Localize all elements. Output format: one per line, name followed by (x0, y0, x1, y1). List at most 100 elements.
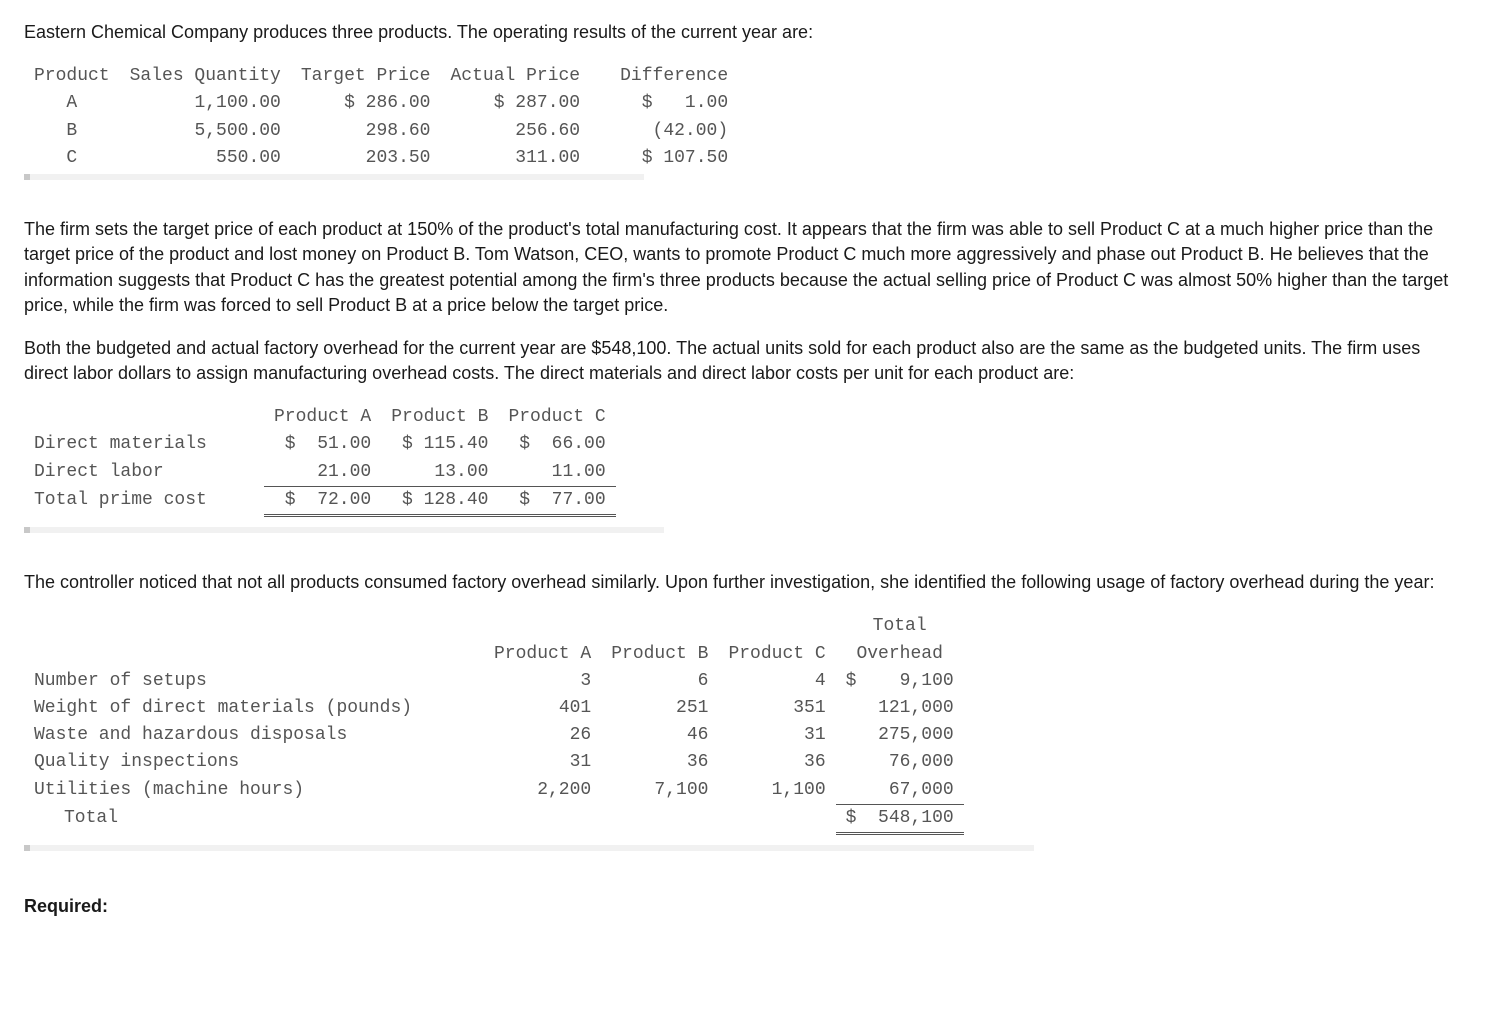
col-header (484, 613, 601, 640)
table-row: Product A Product B Product C Overhead (24, 641, 964, 668)
cell: 7,100 (601, 777, 718, 805)
cell: $ 77.00 (498, 486, 615, 515)
cell: 13.00 (381, 459, 498, 487)
cell: $ 66.00 (498, 431, 615, 458)
col-header (24, 613, 484, 640)
col-header: Difference (590, 63, 738, 90)
paragraph-overhead: Both the budgeted and actual factory ove… (24, 336, 1462, 386)
col-header: Product B (601, 641, 718, 668)
table-row: Direct labor 21.00 13.00 11.00 (24, 459, 616, 487)
cell: $ 51.00 (264, 431, 381, 458)
cell: $ 72.00 (264, 486, 381, 515)
cell (718, 804, 835, 833)
table-row: C 550.00 203.50 311.00 $ 107.50 (24, 145, 738, 172)
cell: 31 (718, 722, 835, 749)
table-operating-results: Product Sales Quantity Target Price Actu… (24, 63, 644, 180)
col-header (601, 613, 718, 640)
cell: 401 (484, 695, 601, 722)
horizontal-scrollbar[interactable] (24, 845, 1034, 851)
cell: 298.60 (291, 118, 441, 145)
col-header: Product B (381, 404, 498, 431)
table-row: Total (24, 613, 964, 640)
table-row: Number of setups 3 6 4 $ 9,100 (24, 668, 964, 695)
horizontal-scrollbar[interactable] (24, 174, 644, 180)
horizontal-scrollbar[interactable] (24, 527, 664, 533)
cell: 2,200 (484, 777, 601, 805)
cell: Total (24, 804, 484, 833)
cell: $ 9,100 (836, 668, 964, 695)
cell: $ 1.00 (590, 90, 738, 117)
col-header: Overhead (836, 641, 964, 668)
paragraph-pricing: The firm sets the target price of each p… (24, 217, 1462, 318)
cell: 203.50 (291, 145, 441, 172)
cell: Waste and hazardous disposals (24, 722, 484, 749)
cell: Weight of direct materials (pounds) (24, 695, 484, 722)
col-header: Product A (484, 641, 601, 668)
cell: 31 (484, 749, 601, 776)
cell: 67,000 (836, 777, 964, 805)
col-header: Sales Quantity (120, 63, 291, 90)
cell: 26 (484, 722, 601, 749)
cell: 36 (718, 749, 835, 776)
table-row-total: Total prime cost $ 72.00 $ 128.40 $ 77.0… (24, 486, 616, 515)
col-header (718, 613, 835, 640)
cell: 6 (601, 668, 718, 695)
table-row: Utilities (machine hours) 2,200 7,100 1,… (24, 777, 964, 805)
cell: 4 (718, 668, 835, 695)
table-overhead-usage: Total Product A Product B Product C Over… (24, 613, 1034, 851)
table-row: B 5,500.00 298.60 256.60 (42.00) (24, 118, 738, 145)
table-row: Product A Product B Product C (24, 404, 616, 431)
col-header: Product (24, 63, 120, 90)
cell (484, 804, 601, 833)
cell: Direct materials (24, 431, 264, 458)
cell: $ 107.50 (590, 145, 738, 172)
intro-paragraph: Eastern Chemical Company produces three … (24, 20, 1462, 45)
cell: 311.00 (440, 145, 590, 172)
cell: Direct labor (24, 459, 264, 487)
required-heading: Required: (24, 894, 1462, 919)
col-header (24, 641, 484, 668)
col-header: Target Price (291, 63, 441, 90)
cell: (42.00) (590, 118, 738, 145)
col-header: Product A (264, 404, 381, 431)
cell: 550.00 (120, 145, 291, 172)
cell: 21.00 (264, 459, 381, 487)
cell: 11.00 (498, 459, 615, 487)
cell: 1,100 (718, 777, 835, 805)
col-header: Product C (498, 404, 615, 431)
cell: 351 (718, 695, 835, 722)
table-row: Quality inspections 31 36 36 76,000 (24, 749, 964, 776)
col-header: Actual Price (440, 63, 590, 90)
cell: 1,100.00 (120, 90, 291, 117)
paragraph-controller: The controller noticed that not all prod… (24, 570, 1462, 595)
table-row: Direct materials $ 51.00 $ 115.40 $ 66.0… (24, 431, 616, 458)
table-row: Waste and hazardous disposals 26 46 31 2… (24, 722, 964, 749)
cell: $ 548,100 (836, 804, 964, 833)
cell: $ 115.40 (381, 431, 498, 458)
cell: $ 286.00 (291, 90, 441, 117)
table-row: A 1,100.00 $ 286.00 $ 287.00 $ 1.00 (24, 90, 738, 117)
cell: 256.60 (440, 118, 590, 145)
cell: Number of setups (24, 668, 484, 695)
col-header (24, 404, 264, 431)
cell (601, 804, 718, 833)
cell: $ 287.00 (440, 90, 590, 117)
cell: A (24, 90, 120, 117)
table-prime-cost: Product A Product B Product C Direct mat… (24, 404, 664, 533)
cell: Total prime cost (24, 486, 264, 515)
cell: 251 (601, 695, 718, 722)
table-row-total: Total $ 548,100 (24, 804, 964, 833)
cell: 76,000 (836, 749, 964, 776)
table-row: Weight of direct materials (pounds) 401 … (24, 695, 964, 722)
col-header: Product C (718, 641, 835, 668)
cell: Utilities (machine hours) (24, 777, 484, 805)
cell: 5,500.00 (120, 118, 291, 145)
cell: $ 128.40 (381, 486, 498, 515)
cell: 46 (601, 722, 718, 749)
col-header: Total (836, 613, 964, 640)
cell: 3 (484, 668, 601, 695)
cell: Quality inspections (24, 749, 484, 776)
table-row: Product Sales Quantity Target Price Actu… (24, 63, 738, 90)
cell: 275,000 (836, 722, 964, 749)
cell: 36 (601, 749, 718, 776)
